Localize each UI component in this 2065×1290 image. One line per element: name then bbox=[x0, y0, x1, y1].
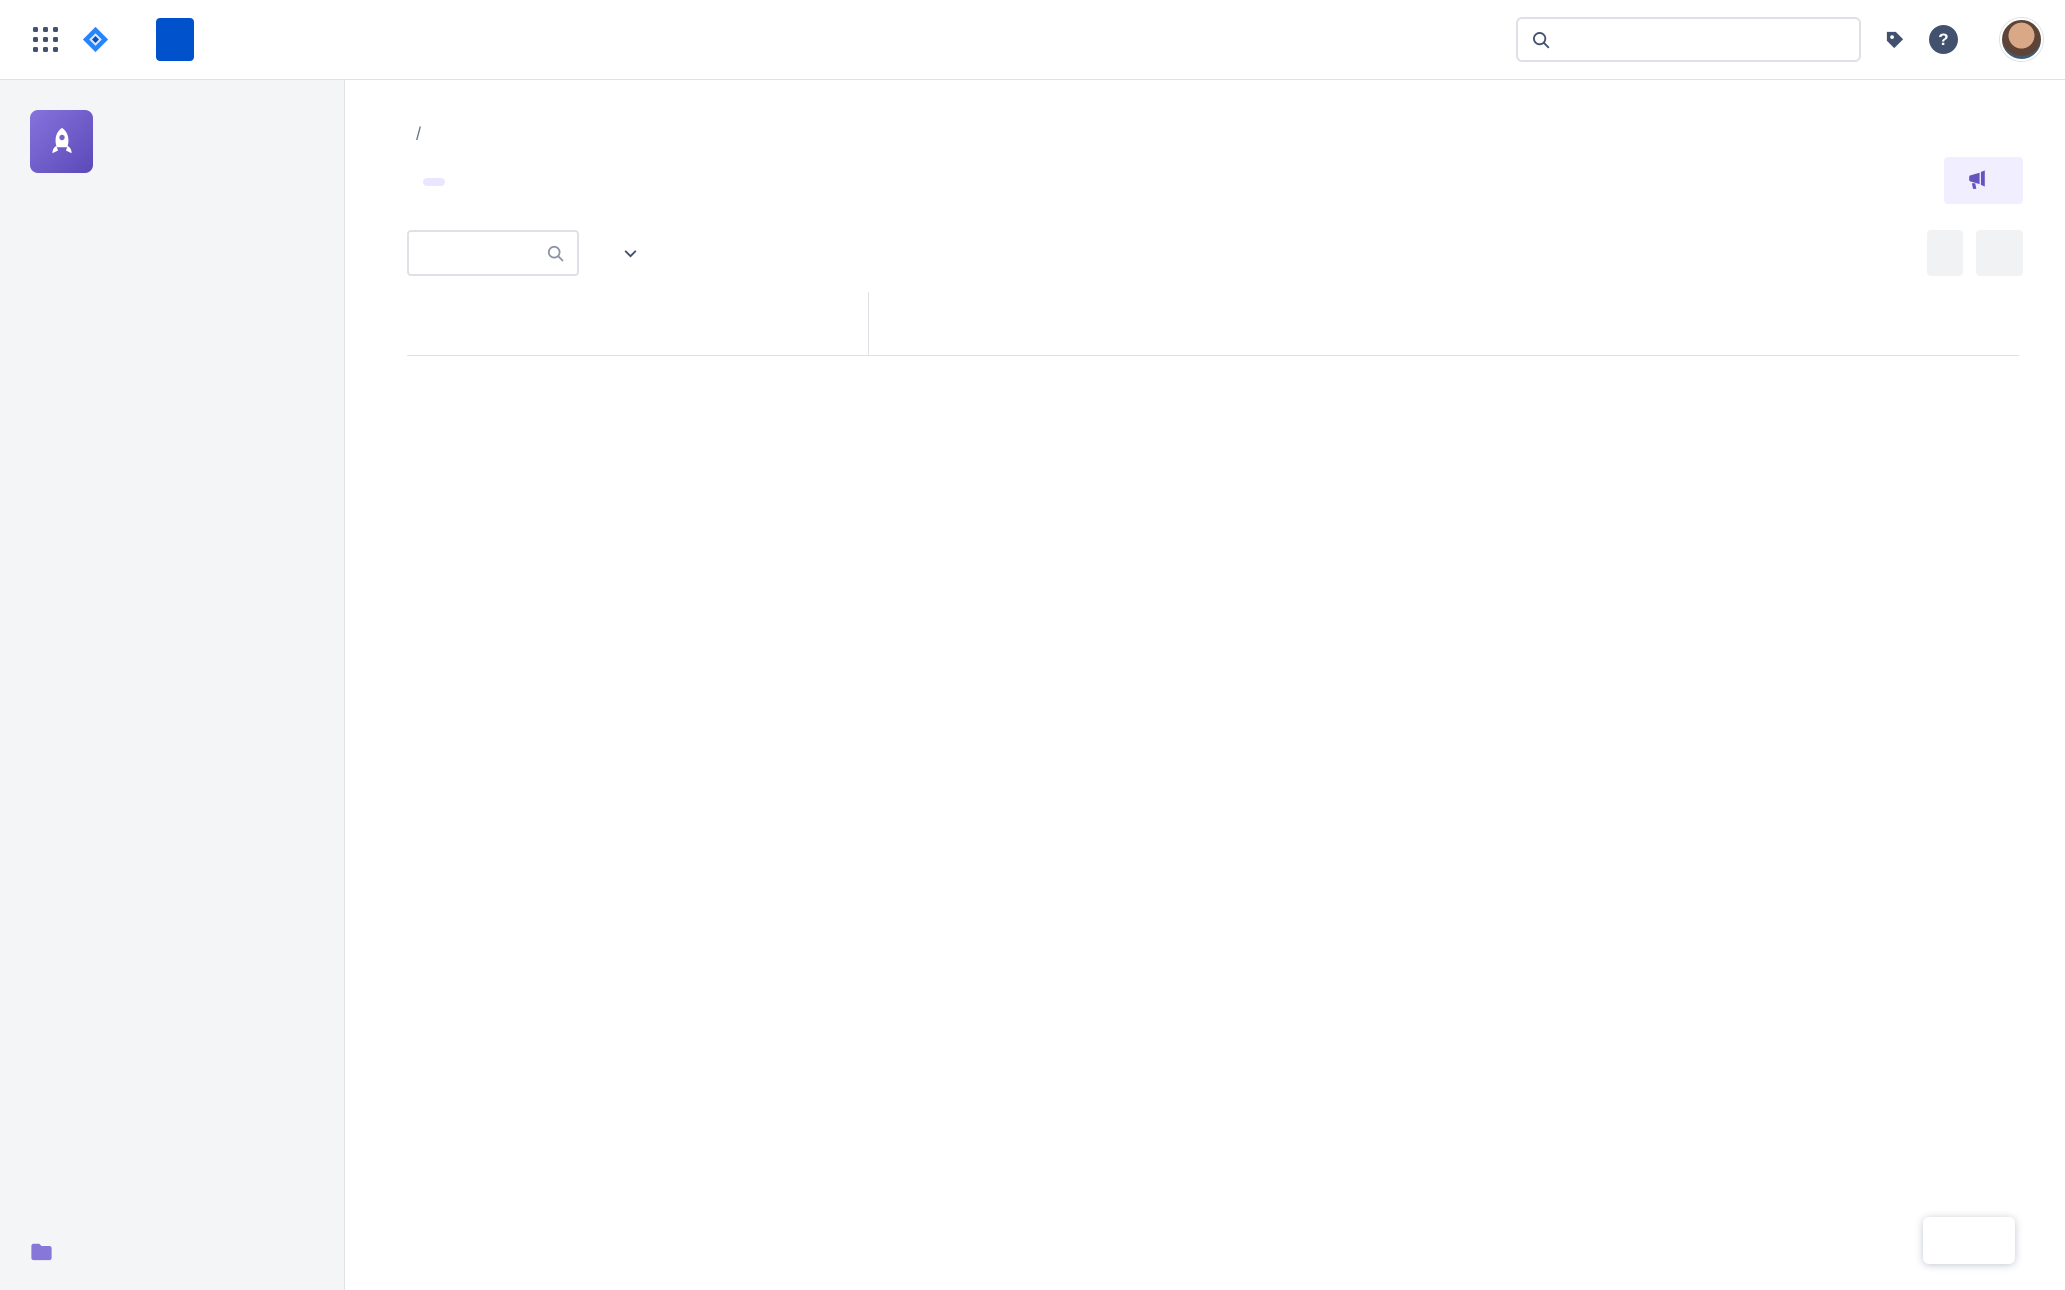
issues-column-header bbox=[407, 292, 868, 356]
deployments-settings-button[interactable] bbox=[1976, 230, 2023, 276]
top-nav-bar: ? bbox=[0, 0, 2065, 80]
breadcrumb-separator: / bbox=[416, 124, 422, 144]
help-icon[interactable]: ? bbox=[1929, 25, 1958, 54]
project-header bbox=[22, 110, 322, 173]
topbar-right: ? bbox=[1516, 17, 2043, 62]
main-content: / bbox=[345, 80, 2065, 1290]
today-button[interactable] bbox=[1927, 230, 1963, 276]
issues-panel bbox=[407, 292, 869, 356]
jira-logo-icon bbox=[80, 24, 111, 55]
timeline-date-header bbox=[869, 292, 2019, 356]
global-search-input[interactable] bbox=[1562, 28, 1847, 51]
jira-logo[interactable] bbox=[80, 24, 120, 55]
deployments-timeline bbox=[407, 292, 2019, 356]
timeline-actions bbox=[1927, 230, 2023, 276]
user-avatar[interactable] bbox=[2000, 18, 2043, 61]
global-search[interactable] bbox=[1516, 17, 1861, 62]
timeline-grid bbox=[869, 292, 2019, 356]
deployment-key-legend bbox=[1923, 1217, 2015, 1264]
beta-badge bbox=[423, 178, 445, 186]
create-button[interactable] bbox=[156, 18, 194, 61]
app-switcher-icon[interactable] bbox=[28, 22, 64, 58]
project-avatar[interactable] bbox=[30, 110, 93, 173]
issue-filter-input[interactable] bbox=[420, 242, 545, 264]
filter-row bbox=[407, 230, 2023, 276]
sidebar-footer bbox=[28, 1239, 326, 1266]
project-sidebar bbox=[0, 80, 345, 1290]
folder-icon bbox=[28, 1239, 55, 1266]
search-icon bbox=[1530, 29, 1552, 51]
search-icon bbox=[545, 243, 566, 264]
breadcrumb: / bbox=[407, 124, 2065, 145]
megaphone-icon bbox=[1965, 168, 1990, 193]
notification-flag-icon[interactable] bbox=[1882, 27, 1908, 53]
chevron-down-icon bbox=[622, 245, 639, 262]
environment-dropdown[interactable] bbox=[613, 245, 639, 262]
title-row bbox=[407, 155, 2023, 205]
issue-filter-search[interactable] bbox=[407, 230, 579, 276]
give-feedback-button[interactable] bbox=[1944, 156, 2023, 204]
rocket-icon bbox=[44, 124, 80, 160]
